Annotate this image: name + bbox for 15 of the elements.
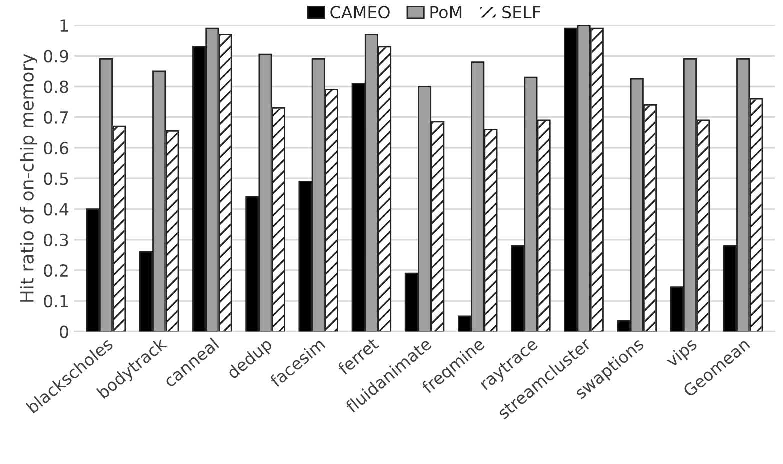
y-axis-title: Hit ratio of on-chip memory <box>20 54 38 302</box>
y-tick-label: 0.8 <box>44 80 68 94</box>
y-tick-label: 0.9 <box>44 50 68 63</box>
y-tick-label: 0.6 <box>44 142 68 155</box>
legend-label: SELF <box>502 6 541 19</box>
y-tick-label: 0.1 <box>44 295 68 308</box>
y-tick-label: 0 <box>60 326 68 338</box>
legend-label: CAMEO <box>330 6 390 19</box>
y-tick-label: 0.3 <box>44 234 68 246</box>
y-tick-label: 1 <box>60 20 68 32</box>
y-tick-label: 0.4 <box>44 203 69 216</box>
y-tick-label: 0.7 <box>44 111 68 124</box>
y-tick-label: 0.2 <box>44 264 68 278</box>
legend-label: PoM <box>430 6 462 19</box>
y-tick-label: 0.5 <box>44 172 68 186</box>
